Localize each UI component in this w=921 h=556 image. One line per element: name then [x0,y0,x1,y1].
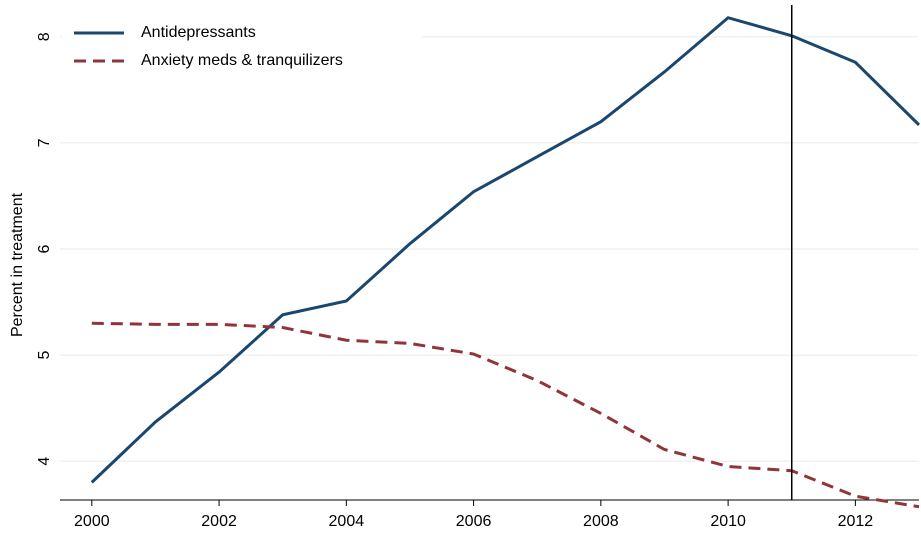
x-tick-label: 2012 [838,513,874,530]
x-tick-label: 2000 [74,513,110,530]
y-tick-label: 7 [36,138,53,147]
series-line [91,321,920,509]
legend-label: Antidepressants [141,24,256,41]
legend-label: Anxiety meds & tranquilizers [141,52,343,69]
x-tick-label: 2008 [583,513,619,530]
y-tick-label: 8 [36,32,53,41]
x-tick-label: 2004 [329,513,365,530]
x-tick-label: 2002 [201,513,237,530]
y-tick-label: 5 [36,351,53,360]
legend-box [62,10,422,80]
y-tick-label: 4 [36,457,53,466]
y-tick-label: 6 [36,244,53,253]
x-tick-label: 2010 [710,513,746,530]
x-tick-label: 2006 [456,513,492,530]
y-axis-label: Percent in treatment [9,192,26,337]
series-line [90,16,921,484]
